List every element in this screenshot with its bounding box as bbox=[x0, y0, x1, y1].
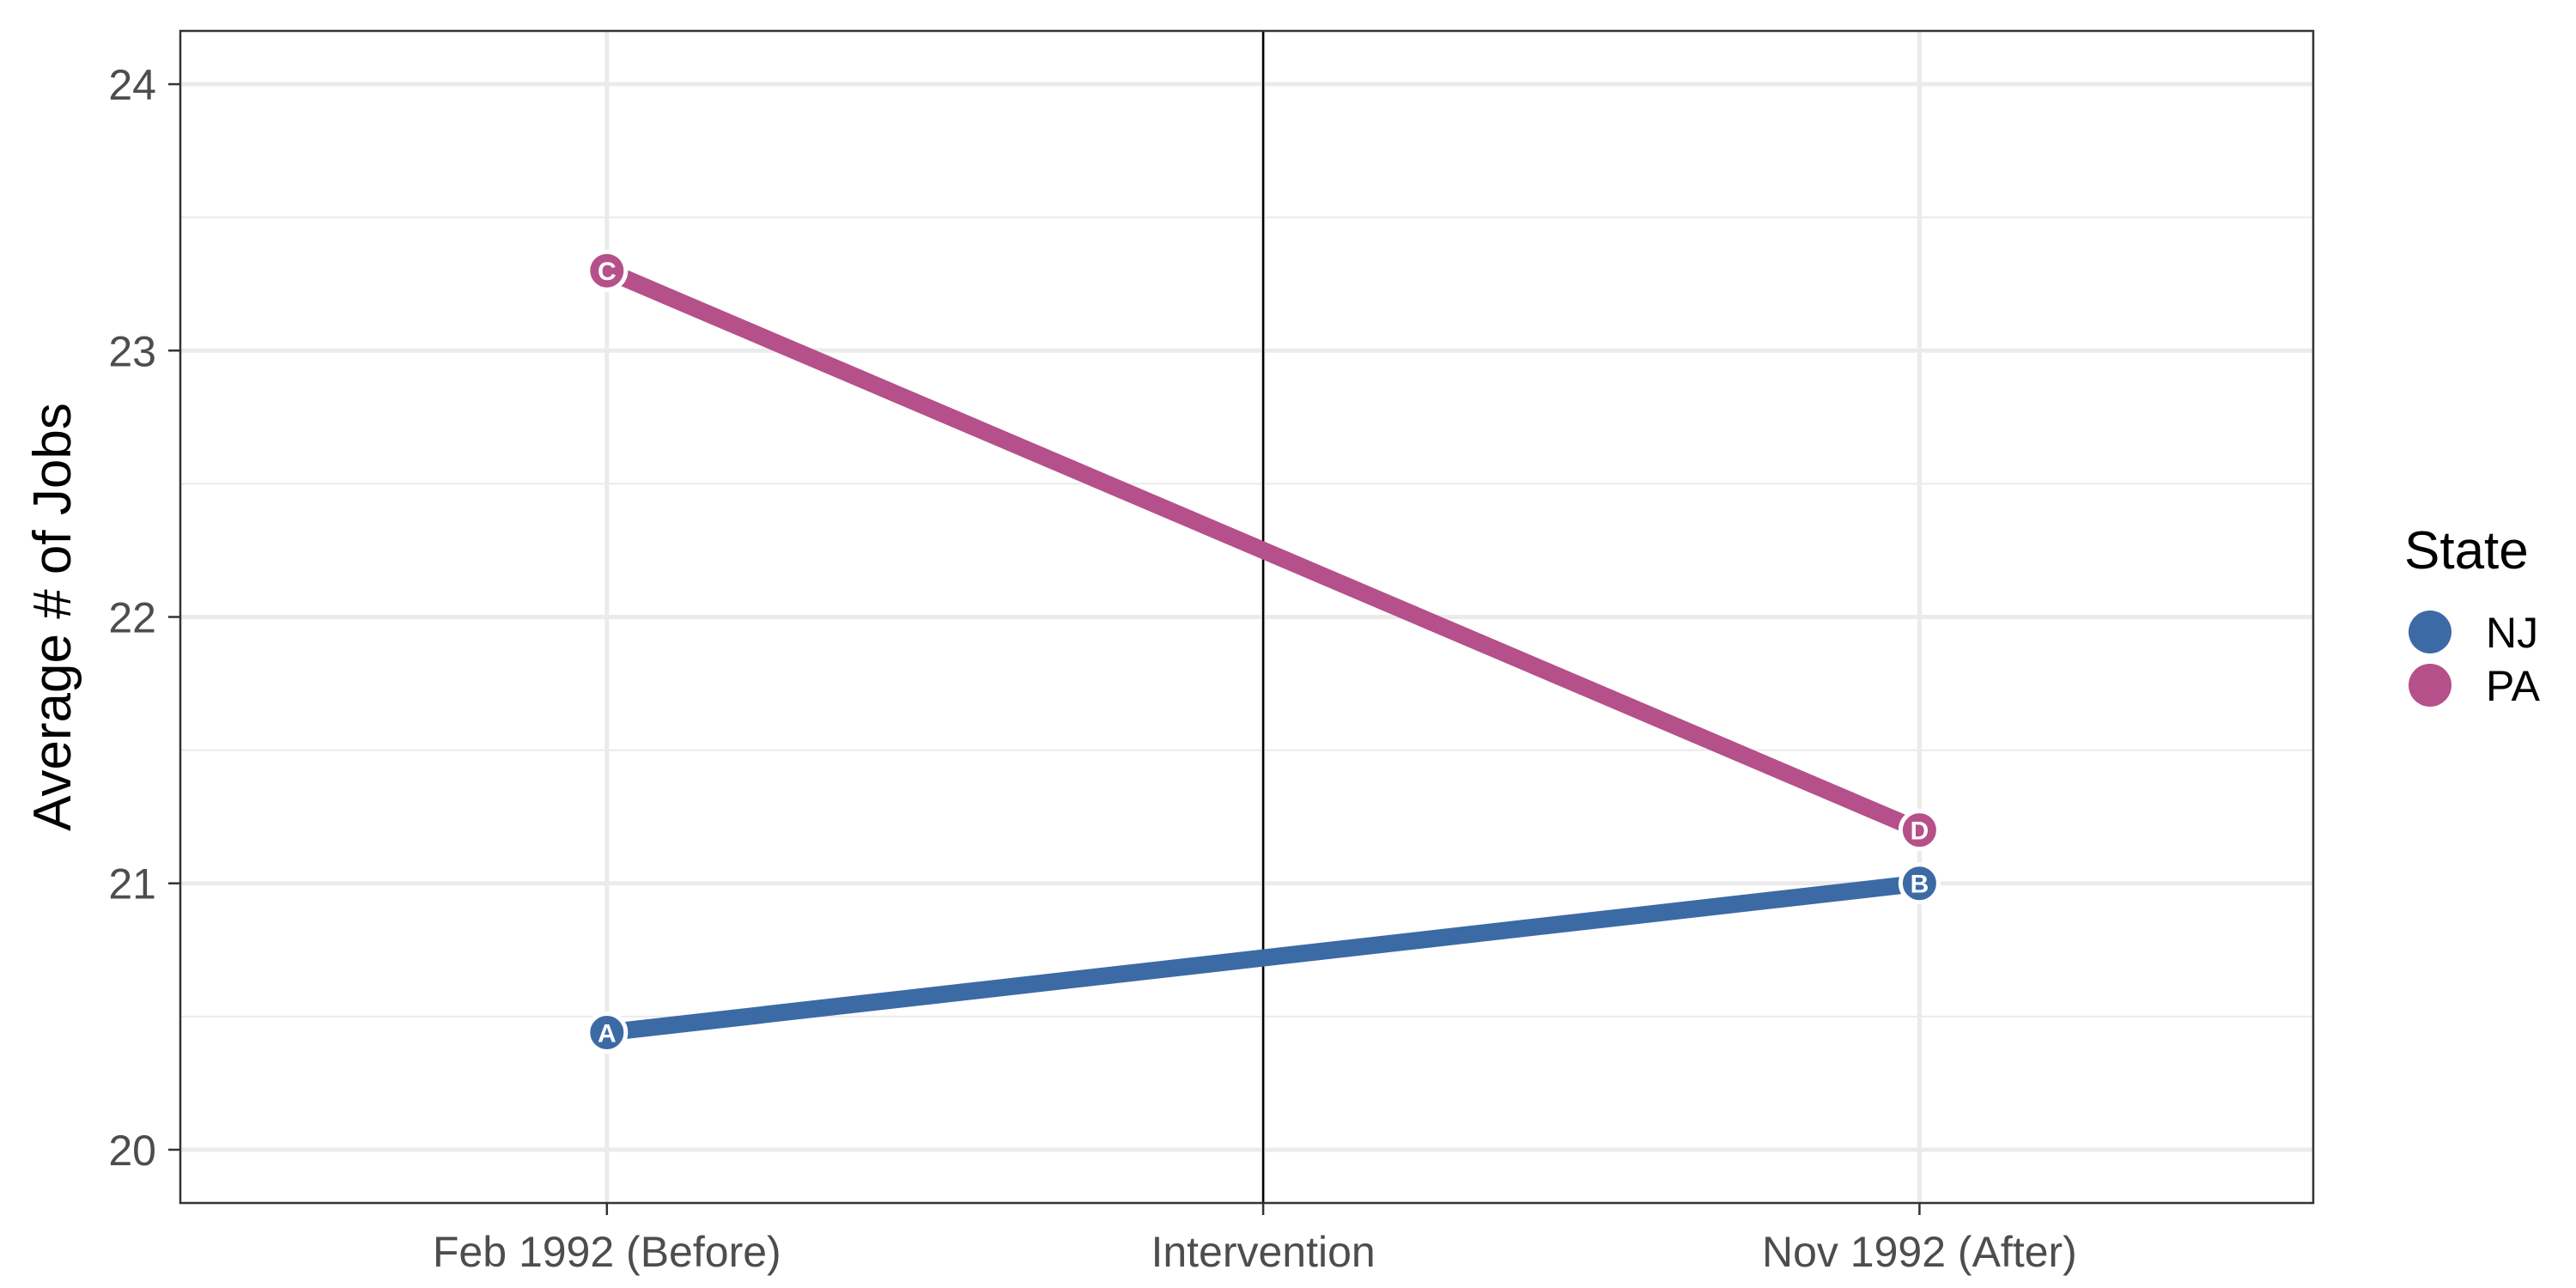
y-tick-label: 22 bbox=[108, 594, 156, 642]
x-tick-label: Nov 1992 (After) bbox=[1762, 1228, 2077, 1276]
legend-label-nj: NJ bbox=[2486, 609, 2538, 657]
data-point-c bbox=[586, 249, 629, 292]
data-point-label-a: A bbox=[598, 1019, 617, 1048]
series-line-pa bbox=[603, 263, 1923, 838]
axis-layer: 20 21 22 23 24 Feb 1992 (Before) Intervention N… bbox=[108, 61, 2076, 1276]
y-tick-label: 21 bbox=[108, 860, 156, 908]
legend-title: State bbox=[2404, 521, 2529, 580]
legend-items: NJ PA bbox=[2409, 609, 2541, 710]
data-point-label-d: D bbox=[1911, 817, 1929, 846]
y-tick-label: 24 bbox=[108, 61, 156, 109]
data-point-label-b: B bbox=[1911, 871, 1929, 899]
data-point-b bbox=[1898, 862, 1941, 905]
series-line-nj bbox=[605, 874, 1921, 1042]
x-tick-label: Intervention bbox=[1151, 1228, 1375, 1276]
legend-key-nj bbox=[2409, 611, 2451, 653]
y-tick-label: 20 bbox=[108, 1127, 156, 1175]
legend: State NJ PA bbox=[2404, 521, 2541, 710]
y-axis-title: Average # of Jobs bbox=[23, 403, 82, 831]
legend-label-pa: PA bbox=[2486, 662, 2541, 710]
data-point-d bbox=[1898, 809, 1941, 852]
data-point-a bbox=[586, 1011, 629, 1054]
data-point-label-c: C bbox=[598, 258, 617, 286]
legend-key-pa bbox=[2409, 664, 2451, 707]
grid-layer bbox=[180, 31, 2313, 1203]
x-tick-label: Feb 1992 (Before) bbox=[433, 1228, 781, 1276]
series-layer: A B C D bbox=[586, 249, 1941, 1054]
y-tick-label: 23 bbox=[108, 327, 156, 375]
